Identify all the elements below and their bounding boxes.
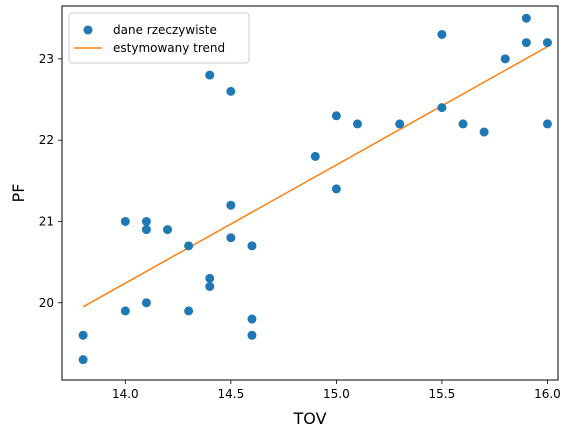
- data-point: [331, 111, 341, 121]
- ticks-layer: 14.0 14.5 15.0 15.5 16.0 20 21 22 23: [39, 52, 561, 401]
- x-tick-label: 14.5: [217, 387, 244, 401]
- data-point: [205, 273, 215, 283]
- data-point: [458, 119, 468, 129]
- data-point: [542, 38, 552, 48]
- legend-label-scatter: dane rzeczywiste: [113, 23, 217, 37]
- data-point: [500, 54, 510, 64]
- data-point: [437, 103, 447, 113]
- data-point: [141, 225, 151, 235]
- data-point: [437, 29, 447, 39]
- data-point: [395, 119, 405, 129]
- y-tick-label: 22: [39, 133, 54, 147]
- data-point: [163, 225, 173, 235]
- trend-line: [82, 45, 548, 308]
- data-point: [542, 119, 552, 129]
- data-point: [310, 151, 320, 161]
- legend-box: [68, 12, 250, 64]
- data-point: [479, 127, 489, 137]
- data-point: [352, 119, 362, 129]
- y-axis-label: PF: [9, 184, 28, 203]
- x-tick-label: 14.0: [112, 387, 139, 401]
- legend: dane rzeczywiste estymowany trend: [68, 12, 250, 64]
- x-tick-label: 15.0: [323, 387, 350, 401]
- y-tick-label: 21: [39, 214, 54, 228]
- data-point: [226, 200, 236, 210]
- data-point: [521, 38, 531, 48]
- points-layer: [78, 13, 552, 365]
- data-point: [226, 86, 236, 96]
- data-point: [226, 233, 236, 243]
- legend-label-line: estymowany trend: [113, 41, 225, 55]
- data-point: [141, 298, 151, 308]
- trend-layer: [82, 45, 548, 308]
- data-point: [184, 306, 194, 316]
- data-point: [331, 184, 341, 194]
- data-point: [120, 306, 130, 316]
- y-tick-label: 23: [39, 52, 54, 66]
- data-point: [141, 216, 151, 226]
- y-tick-label: 20: [39, 296, 54, 310]
- legend-marker-scatter: [83, 25, 93, 35]
- data-point: [247, 330, 257, 340]
- data-point: [205, 282, 215, 291]
- plot-frame: [61, 5, 559, 381]
- data-point: [78, 355, 88, 365]
- data-point: [120, 216, 130, 226]
- x-tick-label: 15.5: [429, 387, 456, 401]
- data-point: [78, 330, 88, 340]
- x-axis-label: TOV: [292, 409, 326, 428]
- plot-background: [62, 6, 558, 380]
- data-point: [247, 314, 257, 324]
- data-point: [205, 70, 215, 80]
- x-tick-label: 16.0: [534, 387, 561, 401]
- data-point: [247, 241, 257, 251]
- data-point: [184, 241, 194, 251]
- data-point: [521, 13, 531, 23]
